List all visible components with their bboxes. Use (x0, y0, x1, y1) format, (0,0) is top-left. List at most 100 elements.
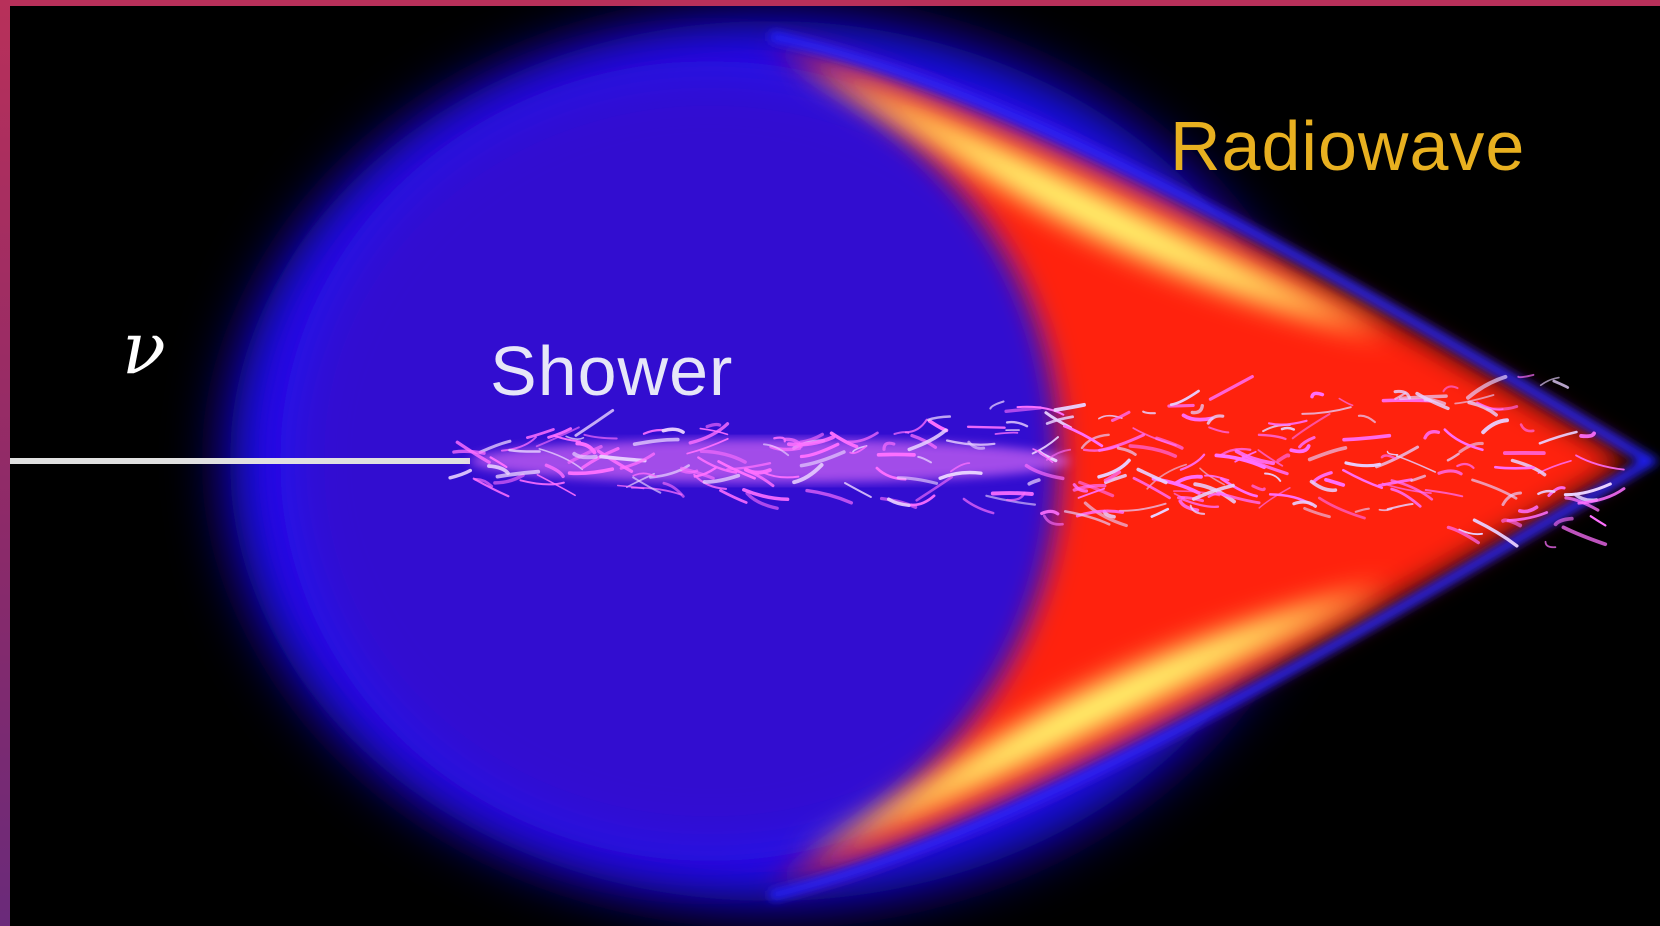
shower-particle-track (1424, 489, 1464, 498)
shower-particle-track (1116, 446, 1137, 456)
shower-particle-track (1386, 502, 1414, 511)
shower-particle-track (1466, 374, 1508, 400)
shower-particle-track (526, 428, 555, 439)
shower-particle-track (500, 436, 537, 452)
shower-particle-track (966, 425, 1006, 429)
shower-particle-track (1317, 496, 1366, 520)
shower-particle-track (495, 469, 541, 479)
shower-particle-track (1136, 467, 1168, 485)
shower-particle-track (769, 444, 802, 452)
shower-particle-track (989, 400, 1005, 410)
shower-particle-track (702, 473, 741, 484)
shower-particle-track (1155, 436, 1184, 450)
radio-cone-red (770, 46, 1630, 886)
shower-particle-track (1220, 477, 1258, 498)
shower-particle-track (1118, 502, 1167, 512)
shower-particle-track (574, 408, 615, 437)
shower-particle-track (1342, 433, 1392, 442)
shower-particle-track (1456, 462, 1475, 469)
shower-particle-track (852, 445, 868, 453)
shower-particle-track (1537, 489, 1556, 496)
shower-particle-track (474, 477, 494, 488)
shower-particle-track (1377, 478, 1413, 488)
shower-particle-track (1234, 449, 1275, 466)
shower-particle-track (1258, 487, 1291, 509)
shower-particle-track (1169, 389, 1200, 406)
shower-particle-track (994, 431, 1019, 435)
shower-particle-track (1190, 404, 1204, 415)
shower-particle-track (1292, 500, 1317, 508)
shower-particle-track (565, 435, 585, 440)
shower-particle-track (1063, 510, 1111, 526)
shower-particle-track (743, 467, 772, 475)
shower-particle-track (619, 452, 656, 470)
shower-particle-track (1577, 487, 1626, 505)
shower-particle-track (1381, 482, 1432, 494)
shower-particle-track (1214, 453, 1266, 470)
shower-particle-track (699, 427, 729, 436)
shower-particle-track (1481, 418, 1509, 435)
shower-particle-track (799, 442, 840, 459)
shower-particle-track (1004, 406, 1042, 413)
shower-particle-track (1177, 495, 1204, 503)
shower-particle-track (967, 440, 986, 450)
shower-particle-track (1309, 479, 1338, 493)
shower-particle-track (1446, 452, 1460, 462)
shower-particle-track (487, 464, 510, 476)
shower-particle-track (1338, 397, 1354, 407)
shower-particle-track (917, 455, 932, 464)
shower-particle-track (1442, 385, 1459, 393)
shower-particle-track (1354, 507, 1370, 513)
shower-particle-track (572, 451, 598, 460)
shower-particle-track (1006, 491, 1026, 502)
radiowave-label: Radiowave (1170, 107, 1526, 185)
shower-particle-track (1024, 463, 1065, 481)
shower-particle-track (990, 491, 1034, 496)
shower-particle-track (1204, 474, 1230, 482)
radio-cone-yellow-lower (800, 586, 1390, 856)
shower-particle-track (805, 488, 853, 505)
shower-particle-track (1173, 474, 1203, 486)
shower-particle-track (1208, 426, 1230, 434)
shower-particle-track (1307, 446, 1348, 462)
shower-particle-track (547, 427, 573, 439)
shower-particle-track (1324, 478, 1346, 487)
shower-particle-track (1494, 465, 1535, 470)
shower-particle-track (536, 474, 576, 497)
shower-particle-track (1390, 487, 1422, 508)
shower-particle-track (1394, 392, 1407, 400)
shower-particle-track (745, 491, 779, 510)
shower-particle-track (962, 497, 995, 515)
shower-particle-track (535, 426, 580, 448)
shower-particle-track (1390, 479, 1434, 501)
shower-particle-track (1471, 478, 1518, 500)
shower-particle-track (1005, 420, 1029, 428)
shower-particle-track (1103, 470, 1122, 483)
shower-particle-track (1467, 400, 1498, 417)
shower-particle-track (1563, 482, 1612, 497)
shower-particle-track (1077, 487, 1106, 499)
shower-particle-track (1219, 447, 1252, 457)
shower-particle-track (544, 463, 565, 479)
shower-particle-track (950, 462, 971, 473)
shower-particle-track (1561, 525, 1608, 547)
shower-particle-track (596, 449, 634, 473)
shower-particle-track (1097, 433, 1145, 452)
shower-particle-track (478, 439, 512, 454)
shower-particle-track (1289, 444, 1311, 454)
neutrino-label: ν (122, 306, 166, 390)
shower-particle-track (882, 441, 896, 451)
shower-particle-track (762, 471, 800, 479)
shower-particle-track (1380, 454, 1397, 460)
shower-particle-track (799, 450, 846, 468)
shower-particle-track (1192, 483, 1235, 501)
shower-particle-track (632, 476, 662, 494)
shower-particle-track (1031, 436, 1059, 455)
shower-particle-track (1178, 499, 1200, 512)
shower-particle-track (907, 428, 948, 452)
shower-particle-track (632, 472, 657, 478)
shower-particle-track (493, 473, 525, 485)
shower-particle-track (1189, 504, 1206, 515)
shower-particle-track (688, 422, 730, 445)
shower-particle-track (1208, 375, 1254, 401)
